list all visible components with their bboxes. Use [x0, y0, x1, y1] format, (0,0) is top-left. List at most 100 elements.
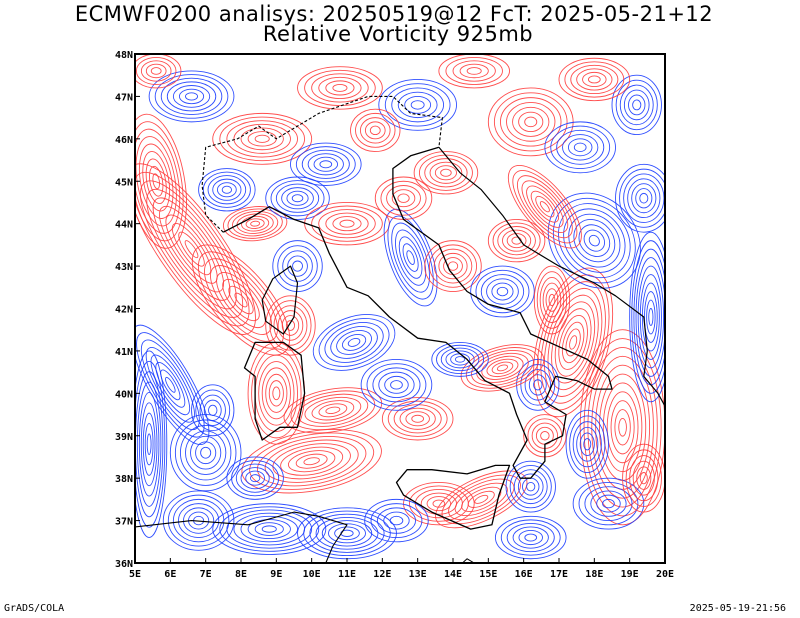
contour-line — [576, 68, 613, 91]
contour-line — [399, 407, 436, 430]
contour-cell — [191, 384, 235, 437]
contour-line — [629, 231, 665, 403]
contour-cell — [494, 515, 567, 560]
contour-line — [528, 374, 547, 396]
contour-line — [500, 519, 561, 556]
contour-line — [295, 146, 356, 183]
contour-line — [311, 73, 369, 103]
contour-line — [301, 149, 350, 179]
contour-line — [591, 355, 654, 499]
contour-cell — [374, 176, 433, 220]
contour-line — [487, 218, 546, 263]
contour-line — [135, 171, 250, 327]
contour-line — [448, 478, 515, 521]
y-tick-label: 40N — [115, 389, 133, 400]
contour-line — [183, 507, 215, 534]
contour-line — [273, 305, 308, 346]
contour-line — [219, 116, 306, 162]
contour-line — [261, 525, 277, 533]
contour-line — [231, 460, 280, 497]
contour-line — [185, 430, 227, 475]
contour-line — [254, 354, 298, 432]
contour-line — [162, 490, 235, 551]
contour-line — [212, 503, 327, 555]
contour-line — [570, 64, 619, 95]
contour-line — [256, 436, 367, 487]
contour-line — [615, 163, 665, 233]
y-tick-label: 43N — [115, 262, 133, 273]
contour-cell — [438, 54, 510, 89]
x-tick-label: 8E — [235, 569, 247, 580]
contour-line — [195, 441, 217, 465]
contour-line — [524, 533, 538, 542]
contour-line — [618, 417, 627, 437]
contour-cell — [135, 163, 256, 335]
contour-cell — [247, 341, 306, 445]
contour-line — [283, 387, 383, 434]
contour-line — [535, 195, 555, 218]
contour-line — [533, 379, 543, 391]
contour-line — [505, 460, 556, 513]
contour-line — [540, 281, 606, 404]
contour-line — [536, 274, 610, 411]
contour-line — [481, 355, 524, 380]
y-tick-label: 47N — [115, 92, 133, 103]
contour-line — [146, 188, 237, 310]
contour-line — [637, 265, 665, 369]
contour-line — [149, 165, 164, 197]
contour-line — [370, 503, 423, 539]
contour-line — [572, 477, 645, 530]
contour-line — [466, 67, 482, 75]
contour-line — [135, 360, 166, 528]
contour-line — [328, 523, 367, 544]
contour-line — [200, 446, 212, 459]
contour-line — [321, 520, 373, 547]
contour-line — [475, 269, 530, 314]
contour-line — [573, 142, 587, 153]
contour-cell — [148, 70, 235, 123]
contour-line — [387, 215, 434, 300]
contour-line — [191, 384, 235, 437]
contour-line — [565, 328, 581, 357]
contour-line — [167, 494, 230, 547]
contour-line — [208, 404, 218, 416]
contour-line — [265, 295, 316, 356]
contour-line — [277, 245, 318, 287]
contour-line — [212, 112, 313, 165]
title-line-2: Relative Vorticity 925mb — [262, 22, 534, 46]
contour-line — [240, 515, 298, 543]
contour-line — [203, 399, 222, 421]
x-tick-label: 18E — [585, 569, 603, 580]
contour-line — [582, 71, 607, 87]
contour-cell — [360, 358, 433, 411]
x-tick-label: 20E — [656, 569, 674, 580]
contour-line — [526, 185, 564, 228]
contour-cell — [558, 57, 631, 102]
contour-line — [540, 431, 550, 441]
contour-line — [440, 168, 452, 177]
contour-cell — [507, 164, 582, 249]
contour-cell — [505, 460, 556, 513]
contour-line — [245, 218, 265, 230]
contour-line — [393, 404, 442, 434]
contour-line — [350, 108, 401, 153]
contour-cell — [364, 498, 429, 543]
contour-line — [265, 176, 330, 220]
contour-cell — [212, 112, 313, 165]
contour-line — [312, 314, 396, 371]
contour-line — [454, 356, 466, 363]
contour-line — [232, 210, 279, 237]
contour-line — [254, 134, 270, 143]
contour-line — [411, 414, 425, 423]
contour-line — [641, 282, 660, 352]
contour-cell — [198, 168, 256, 212]
contour-line — [364, 121, 386, 140]
contour-line — [506, 233, 527, 249]
contour-line — [251, 348, 302, 439]
contour-line — [165, 376, 176, 393]
contour-line — [476, 352, 529, 383]
contour-line — [383, 511, 410, 530]
contour-line — [445, 56, 503, 85]
contour-line — [629, 455, 659, 502]
contour-line — [521, 180, 569, 233]
